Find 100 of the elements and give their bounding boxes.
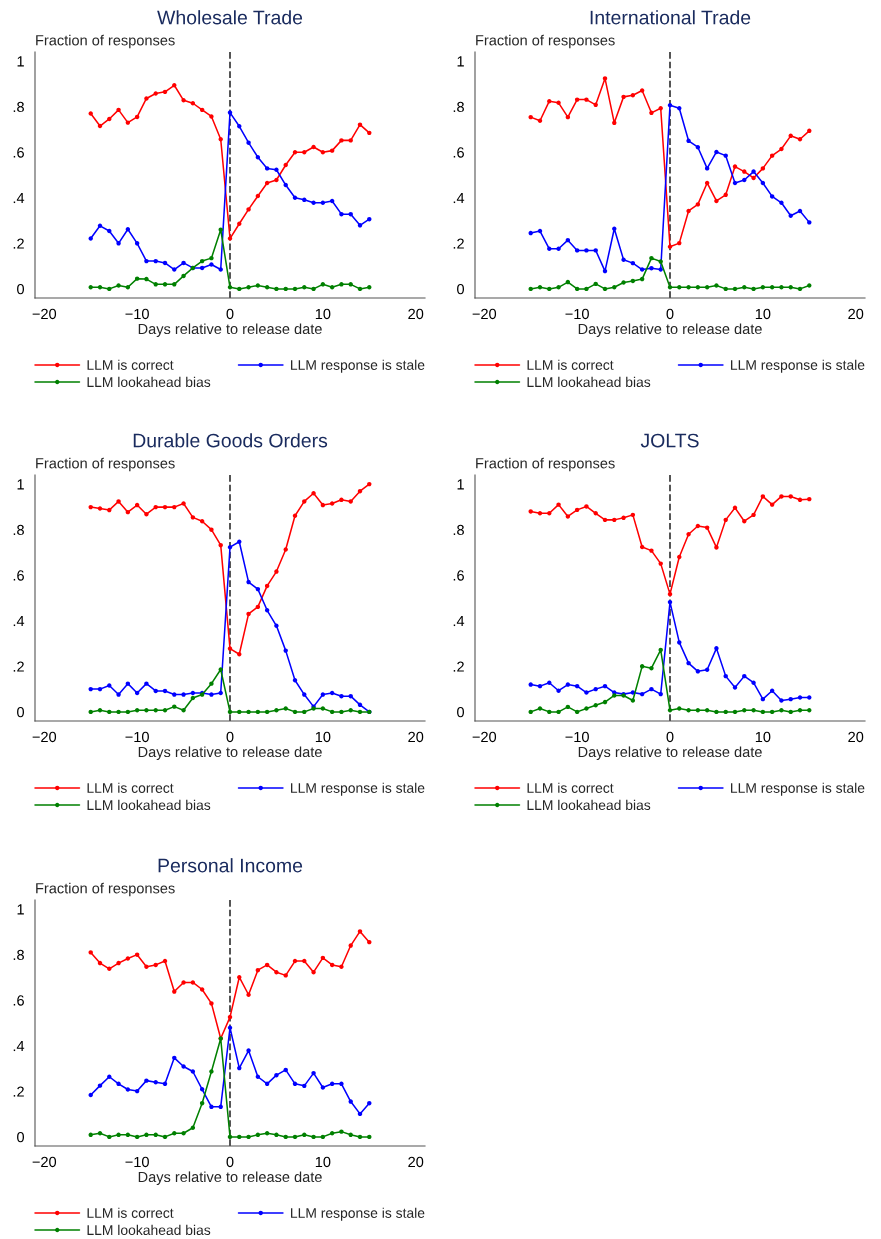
point bbox=[565, 114, 571, 120]
point bbox=[264, 180, 270, 186]
y-tick-label: 0 bbox=[457, 706, 465, 718]
x-tick-label: −20 bbox=[32, 1156, 57, 1168]
point bbox=[639, 544, 645, 550]
point bbox=[339, 138, 344, 143]
point bbox=[209, 262, 214, 267]
point bbox=[199, 1100, 205, 1106]
point bbox=[357, 286, 363, 292]
point bbox=[246, 140, 251, 145]
point bbox=[283, 973, 288, 978]
point bbox=[237, 539, 242, 544]
y-tick-label: 1 bbox=[457, 479, 464, 490]
point bbox=[116, 283, 121, 288]
point bbox=[209, 527, 214, 532]
point bbox=[246, 611, 251, 617]
point bbox=[134, 276, 140, 281]
x-axis-title: Days relative to release date bbox=[138, 1171, 322, 1185]
point bbox=[199, 265, 205, 271]
y-axis-title: Fraction of responses bbox=[36, 457, 175, 472]
point bbox=[302, 285, 307, 290]
point bbox=[116, 1081, 121, 1087]
point bbox=[88, 285, 93, 290]
y-tick-label: .6 bbox=[453, 147, 464, 158]
point bbox=[779, 494, 784, 499]
point bbox=[283, 706, 288, 711]
point bbox=[97, 506, 103, 511]
point bbox=[714, 149, 719, 155]
x-tick-label: −10 bbox=[125, 308, 149, 320]
point bbox=[134, 502, 140, 508]
y-axis-title: Fraction of responses bbox=[476, 457, 615, 472]
x-tick-label: 20 bbox=[408, 308, 424, 320]
point bbox=[162, 504, 168, 510]
point bbox=[639, 691, 645, 697]
y-tick-label: 1 bbox=[457, 56, 464, 67]
point bbox=[209, 255, 214, 261]
point bbox=[593, 703, 598, 708]
x-tick-label: 20 bbox=[848, 731, 864, 743]
point bbox=[116, 709, 121, 715]
point bbox=[602, 286, 608, 292]
y-tick-label: .6 bbox=[13, 570, 24, 581]
point bbox=[797, 208, 803, 214]
point bbox=[357, 1111, 363, 1117]
point bbox=[107, 683, 112, 688]
point bbox=[565, 237, 571, 243]
point bbox=[639, 267, 645, 272]
x-axis-title: Days relative to release date bbox=[138, 323, 322, 337]
point bbox=[134, 114, 140, 120]
point bbox=[686, 708, 691, 713]
point bbox=[153, 91, 158, 96]
point bbox=[565, 279, 571, 285]
point bbox=[584, 97, 589, 102]
point bbox=[584, 286, 589, 292]
point bbox=[144, 258, 149, 264]
point bbox=[264, 962, 270, 968]
point bbox=[556, 709, 561, 715]
point bbox=[329, 1081, 335, 1087]
point bbox=[218, 667, 223, 672]
point bbox=[125, 120, 131, 125]
point bbox=[556, 246, 561, 252]
point bbox=[779, 698, 784, 703]
point bbox=[339, 211, 344, 217]
point bbox=[584, 248, 589, 253]
y-tick-label: .8 bbox=[13, 949, 24, 961]
point bbox=[125, 956, 131, 961]
point bbox=[274, 286, 279, 292]
y-tick-label: .8 bbox=[453, 101, 464, 113]
point bbox=[311, 491, 316, 496]
point bbox=[181, 273, 186, 279]
legend-label: LLM response is stale bbox=[291, 782, 425, 796]
point bbox=[779, 708, 784, 713]
point bbox=[329, 690, 335, 696]
legend-label: LLM is correct bbox=[527, 782, 614, 793]
x-tick-label: 10 bbox=[755, 308, 771, 320]
point bbox=[714, 198, 719, 204]
point bbox=[528, 682, 533, 687]
point bbox=[704, 166, 710, 171]
point bbox=[227, 236, 233, 241]
point bbox=[107, 1074, 112, 1079]
x-tick-label: 20 bbox=[848, 308, 864, 320]
y-tick-label: .6 bbox=[13, 147, 24, 158]
point bbox=[751, 708, 756, 713]
point bbox=[769, 194, 775, 199]
point bbox=[116, 107, 121, 113]
point bbox=[125, 509, 131, 515]
point bbox=[621, 515, 626, 521]
point bbox=[658, 561, 663, 566]
point bbox=[320, 1134, 326, 1140]
point bbox=[144, 681, 149, 686]
point bbox=[274, 969, 279, 975]
point bbox=[255, 586, 261, 592]
point bbox=[144, 964, 149, 969]
point bbox=[88, 111, 93, 116]
point bbox=[302, 499, 307, 504]
y-tick-label: .6 bbox=[13, 995, 24, 1006]
x-tick-label: −10 bbox=[125, 1156, 149, 1168]
point bbox=[357, 929, 363, 934]
point bbox=[348, 138, 353, 143]
legend-label: LLM response is stale bbox=[291, 1207, 425, 1221]
point bbox=[584, 690, 589, 695]
